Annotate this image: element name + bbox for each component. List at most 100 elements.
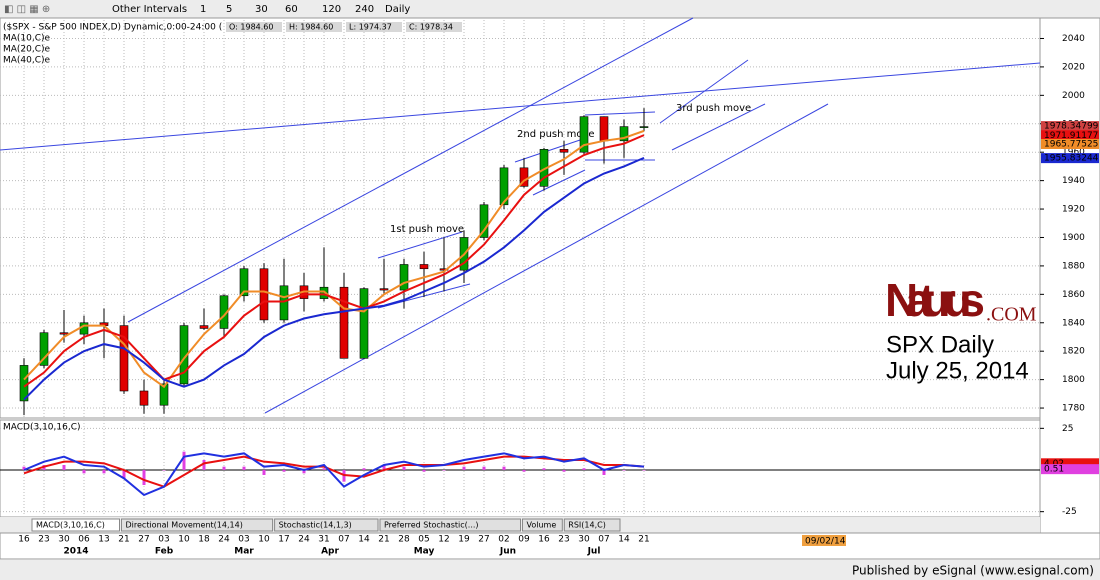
tab-label: Volume [527,521,557,530]
footer: Published by eSignal (www.esignal.com) [852,564,1094,578]
value-badge-label: 0.51 [1044,465,1064,475]
candle-body [359,288,369,359]
month-label: May [414,547,435,557]
series-line [23,156,645,401]
candle-body [259,268,269,321]
trend-line [584,111,656,116]
candle-body [279,285,289,321]
candle-body [379,288,389,291]
candle-body [599,116,609,142]
series-line [23,134,645,388]
y-tick-label: 1820 [1062,347,1085,357]
histogram-bar [282,470,286,472]
x-tick-label: 03 [158,535,169,545]
interval-button[interactable]: 240 [355,4,374,15]
histogram-bar [62,465,66,470]
x-tick-label: 17 [278,535,289,545]
tab[interactable] [274,518,379,532]
interval-button[interactable]: 60 [285,4,298,15]
month-label: Apr [321,547,339,557]
histogram-bar [122,470,126,479]
annotation: 2nd push move [517,129,595,140]
x-tick-label: 12 [438,535,449,545]
x-tick-label: 03 [238,535,249,545]
annotation: 1st push move [390,224,464,235]
tab-label: Directional Movement(14,14) [126,521,243,530]
quote: L: 1974.37 [349,23,392,32]
value-badge-label: 1965.77525 [1044,139,1098,149]
y-tick-label: 1900 [1062,233,1085,243]
x-tick-label: 27 [138,535,149,545]
series-line [23,455,645,488]
histogram-bar [542,468,546,470]
tab[interactable] [31,518,120,532]
tab-label: RSI(14,C) [568,521,606,530]
x-tick-label: 24 [298,535,310,545]
x-tick-label: 19 [458,535,470,545]
tab-label: MACD(3,10,16,C) [36,521,105,530]
interval-button[interactable]: 30 [255,4,268,15]
tab[interactable] [379,518,521,532]
candle-body [559,149,569,153]
x-tick-label: 09 [518,535,530,545]
y-tick-label: 1800 [1062,375,1085,385]
x-tick-label: 31 [318,535,329,545]
quote-box [406,22,462,32]
candle-body [79,322,89,335]
x-tick-label: 30 [58,535,70,545]
interval-button[interactable]: 5 [226,4,232,15]
tab-label: Preferred Stochastic(...) [384,521,479,530]
histogram-bar [402,466,406,470]
trend-line [377,231,463,259]
interval-button[interactable]: Daily [385,4,410,15]
histogram-bar [422,470,426,472]
x-tick-label: 27 [478,535,489,545]
y-tick-label: 2020 [1062,62,1085,72]
value-badge-label: 1978.34799 [1044,122,1099,132]
tab-label: Stochastic(14,1,3) [279,521,352,530]
trend-line [127,17,694,323]
x-tick-label: 18 [198,535,210,545]
interval-menu[interactable]: Other Intervals [112,4,187,15]
histogram-bar [502,466,506,470]
candle-body [239,268,249,297]
candle-body [339,286,349,359]
x-tick-label: 06 [78,535,90,545]
histogram-bar [162,470,166,471]
x-tick-label: 21 [118,535,129,545]
month-label: Jul [587,547,601,557]
symbol-header: ($SPX - S&P 500 INDEX,D) Dynamic,0:00-24… [3,23,222,33]
candle-body [59,332,69,335]
x-tick-label: 24 [218,535,230,545]
tab[interactable] [121,518,274,532]
value-badge [1041,130,1099,141]
candle-body [159,383,169,406]
quote: O: 1984.60 [229,23,273,32]
value-badge [1041,458,1099,469]
histogram-bar [522,470,526,472]
series-line [23,129,645,389]
tab[interactable] [522,518,563,532]
pane-title: MACD(3,10,16,C) [3,423,81,433]
histogram-bar [222,466,226,470]
histogram-bar [442,470,446,471]
x-tick-label: 16 [18,535,30,545]
x-tick-label: 02 [498,535,509,545]
x-tick-label: 28 [398,535,410,545]
brand-line: SPX Daily [886,331,994,358]
interval-button[interactable]: 1 [200,4,206,15]
interval-button[interactable]: 120 [322,4,341,15]
legend-entry: MA(40,C)e [3,56,51,66]
status-bar [0,560,1100,580]
candle-body [39,332,49,366]
trend-line [0,62,1041,151]
date-marker: 09/02/14 [805,537,846,547]
month-label: Feb [155,547,174,557]
histogram-bar [182,451,186,470]
tab[interactable] [563,518,621,532]
month-label: 2014 [63,547,88,557]
quote: H: 1984.60 [289,23,333,32]
value-badge-label: 1955.83244 [1044,154,1099,164]
y-tick-label: 1880 [1062,261,1085,271]
